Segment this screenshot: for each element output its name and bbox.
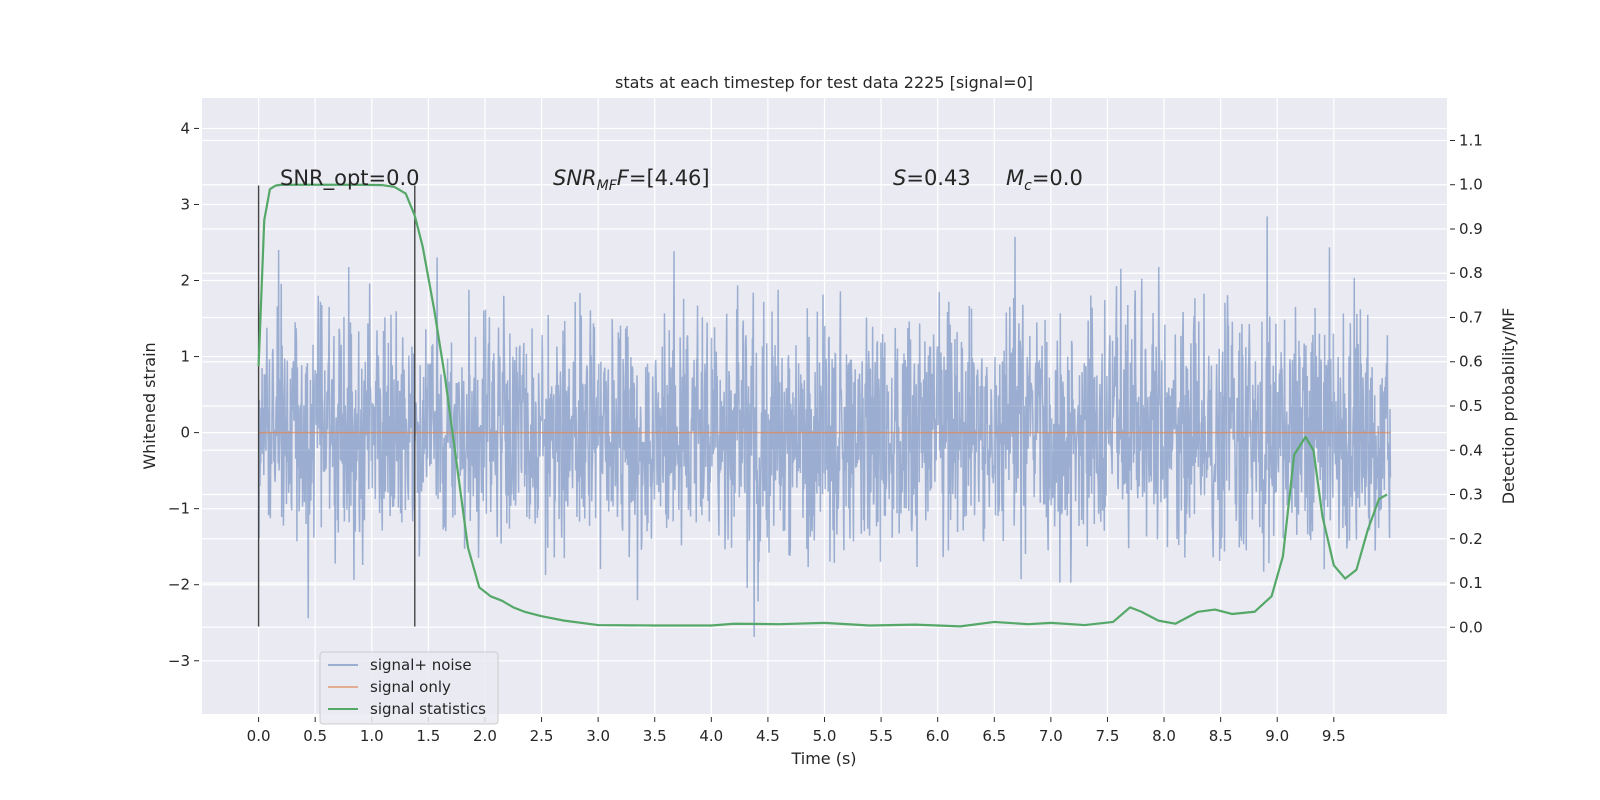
annotation-snr-opt: SNR_opt=0.0 [280,166,420,191]
x-tick-label: 1.5 [416,727,440,745]
x-tick-label: 6.0 [926,727,950,745]
x-tick-label: 0.5 [303,727,327,745]
y-tick-label-right: 0.5 [1459,397,1483,415]
x-tick-label: 3.0 [586,727,610,745]
y-tick-label-left: 0 [180,424,190,442]
annotation-s: S=0.43 [893,166,971,190]
y-tick-label-left: 3 [180,195,190,213]
mc-subscript: c [1024,178,1032,194]
y-tick-label-right: 1.0 [1459,176,1483,194]
s-variable: S [893,166,906,190]
annotation-mc: Mc=0.0 [1006,166,1083,194]
x-tick-label: 4.0 [699,727,723,745]
x-tick-label: 2.5 [530,727,554,745]
y-tick-label-right: 0.3 [1459,486,1483,504]
snr-mf-prefix: SNR [553,166,597,190]
vertical-markers [257,185,416,627]
x-axis-label: Time (s) [790,749,856,768]
x-tick-label: 2.0 [473,727,497,745]
x-tick-label: 1.0 [360,727,384,745]
signal-noise-line [257,216,1392,637]
y-tick-label-right: 0.9 [1459,220,1483,238]
x-tick-label: 7.0 [1039,727,1063,745]
signal-statistics-line [257,183,1388,628]
y-tick-label-right: 0.8 [1459,264,1483,282]
y-tick-label-right: 0.1 [1459,574,1483,592]
x-tick-label: 3.5 [643,727,667,745]
y-tick-label-right: 0.6 [1459,353,1483,371]
y-tick-label-left: 4 [180,119,190,137]
x-tick-label: 8.5 [1209,727,1233,745]
y-tick-label-right: 0.2 [1459,530,1483,548]
legend-box [319,651,499,725]
mc-variable: M [1006,166,1024,190]
y-tick-label-left: 2 [180,272,190,290]
y-tick-label-left: −2 [168,576,190,594]
x-tick-label: 5.0 [813,727,837,745]
legend-label-stats: signal statistics [370,700,486,718]
y-tick-label-right: 1.1 [1459,131,1483,149]
y-tick-label-right: 0.7 [1459,308,1483,326]
x-tick-label: 0.0 [247,727,271,745]
x-tick-label: 9.5 [1322,727,1346,745]
x-tick-label: 5.5 [869,727,893,745]
y-tick-label-left: −3 [168,652,190,670]
x-tick-label: 9.0 [1265,727,1289,745]
legend-label-noise: signal+ noise [370,656,472,674]
annotation-snr-mf: SNRMFF=[4.46] [553,166,710,194]
x-tick-label: 7.5 [1096,727,1120,745]
y-tick-label-right: 0.4 [1459,441,1483,459]
y-tick-label-right: 0.0 [1459,618,1483,636]
snr-mf-F: F [617,166,630,190]
signal-noise-series [257,216,1392,637]
tick-labels: −3 −2 −1 0 1 2 3 4 0.0 0.1 0.2 0.3 0.4 0.5 0.6 0.7 0.8 0.… [168,119,1483,745]
y-axis-label-right: Detection probability/MF [1499,308,1518,505]
snr-mf-value: =[4.46] [629,166,710,190]
y-tick-label-left: −1 [168,500,190,518]
y-tick-label-left: 1 [180,348,190,366]
s-value: =0.43 [906,166,970,190]
mc-value: =0.0 [1032,166,1083,190]
x-tick-label: 4.5 [756,727,780,745]
x-tick-label: 6.5 [982,727,1006,745]
x-tick-label: 8.0 [1152,727,1176,745]
signal-statistics-series [257,183,1388,628]
y-axis-label-left: Whitened strain [140,342,159,469]
legend: signal+ noise signal only signal statist… [319,651,499,725]
chart-title: stats at each timestep for test data 222… [615,73,1033,92]
legend-label-signal: signal only [370,678,451,696]
snr-mf-subscript: MF [597,178,618,194]
